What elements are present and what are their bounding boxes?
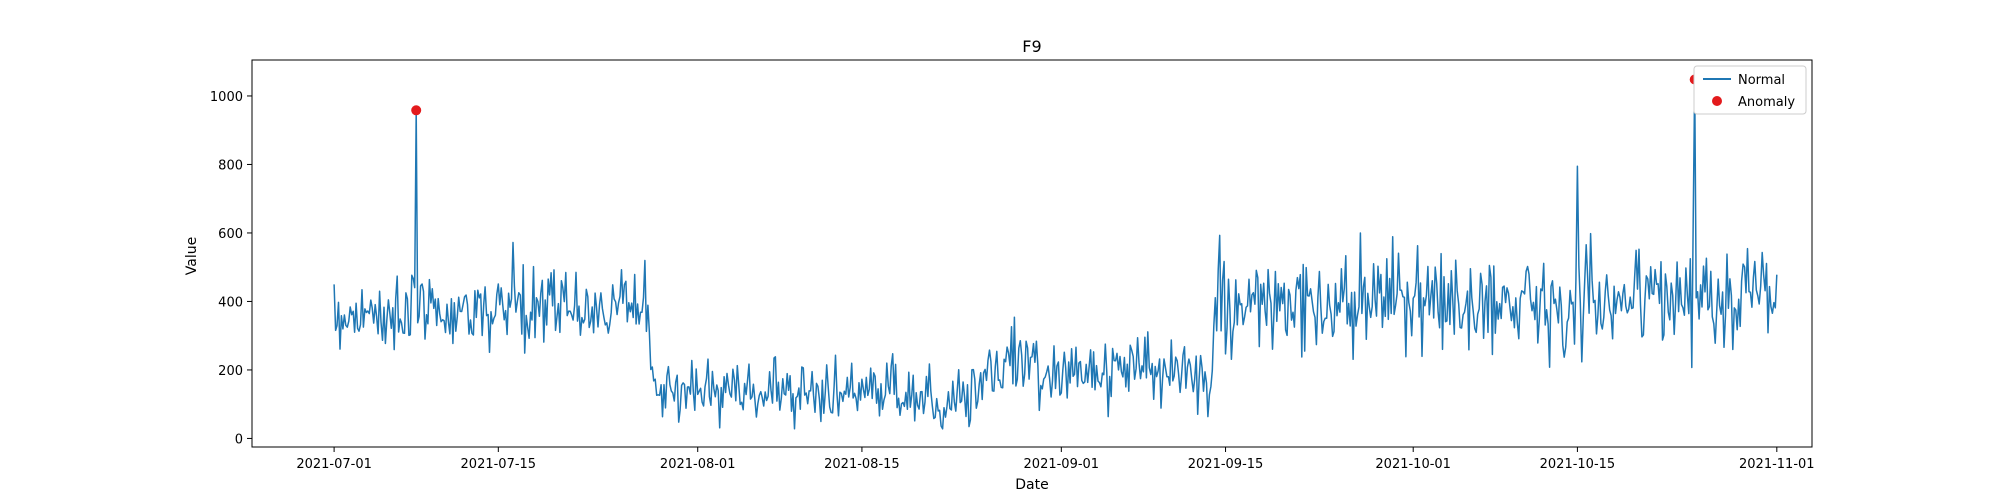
x-tick-label: 2021-09-15	[1188, 457, 1264, 472]
y-axis-label: Value	[184, 237, 200, 275]
x-tick-label: 2021-08-01	[660, 457, 736, 472]
y-tick-label: 0	[235, 432, 243, 447]
legend-normal-label: Normal	[1738, 73, 1785, 88]
x-tick-label: 2021-10-01	[1375, 457, 1451, 472]
x-tick-label: 2021-07-15	[461, 457, 537, 472]
chart-title: F9	[1022, 37, 1041, 56]
x-tick-label: 2021-07-01	[296, 457, 372, 472]
x-tick-label: 2021-10-15	[1540, 457, 1616, 472]
y-tick-label: 800	[218, 158, 243, 173]
y-tick-label: 600	[218, 227, 243, 242]
x-tick-label: 2021-08-15	[824, 457, 900, 472]
x-tick-label: 2021-09-01	[1024, 457, 1100, 472]
normal-series-line	[333, 78, 1778, 430]
legend-anomaly-swatch	[1712, 96, 1722, 106]
x-axis-label: Date	[1015, 477, 1048, 493]
y-tick-label: 200	[218, 364, 243, 379]
y-tick-label: 400	[218, 295, 243, 310]
anomaly-point	[411, 105, 422, 116]
axes: 2021-07-01 2021-07-15 2021-08-01 2021-08-15…	[210, 59, 1815, 472]
legend: Normal Anomaly	[1693, 65, 1807, 115]
legend-anomaly-label: Anomaly	[1738, 95, 1795, 110]
plot-frame	[251, 59, 1813, 448]
y-tick-label: 1000	[210, 90, 243, 105]
x-tick-label: 2021-11-01	[1739, 457, 1815, 472]
